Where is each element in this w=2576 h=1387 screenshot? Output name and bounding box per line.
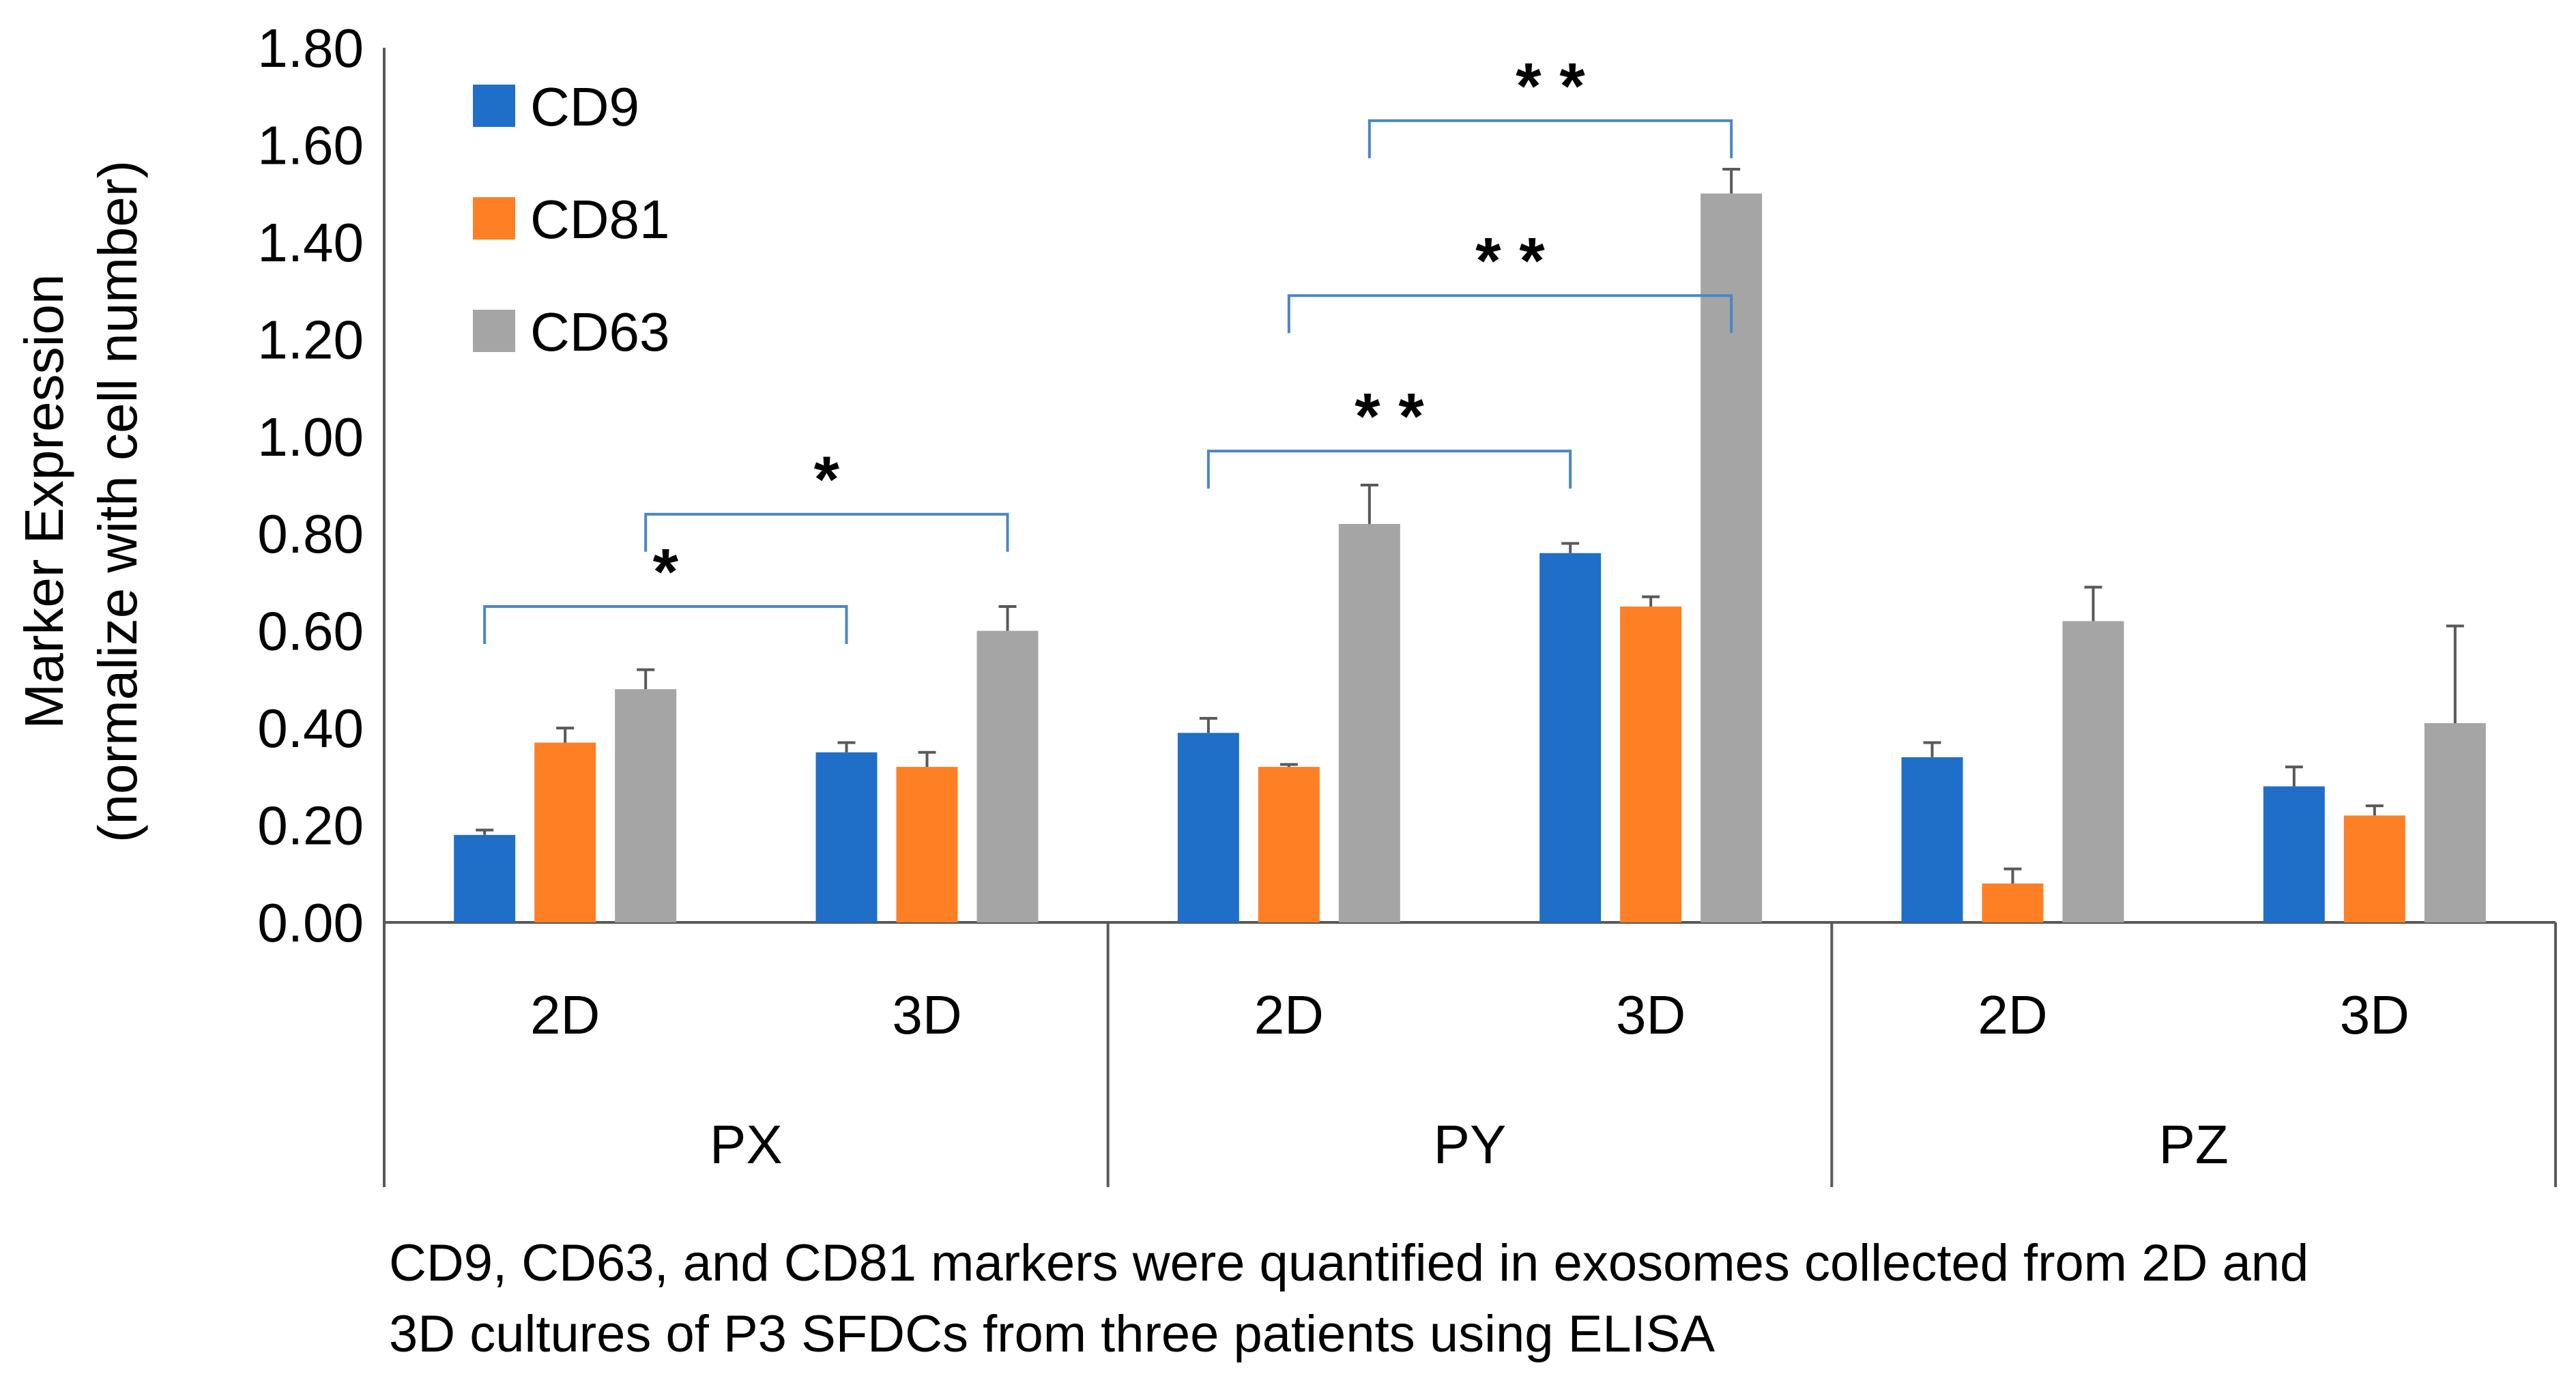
bar [815,752,878,922]
bar [1258,767,1320,922]
significance-bracket [644,512,1009,552]
y-axis-title: Marker Expression (normalize with cell n… [14,160,148,843]
y-tick-label: 0.00 [257,892,364,953]
figure-caption: CD9, CD63, and CD81 markers were quantif… [389,1228,2559,1370]
bar [534,742,596,922]
x-category-label: 3D [1616,984,1685,1045]
bars [454,168,2486,923]
bar [896,767,958,922]
x-category-label: 2D [530,984,600,1045]
bar [615,689,677,922]
caption-line-2: 3D cultures of P3 SFDCs from three patie… [389,1305,1716,1363]
bar [976,630,1039,922]
significance-label: * * [1475,224,1545,297]
bar [2062,621,2124,922]
significance-bracket [1206,450,1572,489]
legend-label: CD9 [530,76,639,137]
bar [2343,815,2405,922]
y-axis: 0.00 0.20 0.40 0.60 0.80 1.00 1.20 1.40 1.60 1.80 [257,18,386,1187]
y-tick-label: 1.60 [257,115,364,175]
bar [2424,722,2486,922]
legend-swatch [473,197,515,239]
caption-line-1: CD9, CD63, and CD81 markers were quantif… [389,1234,2309,1292]
y-tick-label: 0.80 [257,503,364,564]
legend-swatch [473,85,515,127]
y-tick-label: 1.80 [257,18,364,78]
bar [2263,786,2325,922]
significance-bracket [1287,294,1733,334]
y-tick-label: 1.40 [257,212,364,273]
significance-bracket [483,605,848,645]
significance-bracket [1367,119,1733,158]
legend-swatch [473,310,515,352]
significance-label: * * [1355,380,1424,453]
bar [1620,607,1682,922]
bar [1901,757,1963,922]
x-category-label: 3D [892,984,961,1045]
y-tick-label: 0.40 [257,698,364,759]
y-tick-label: 0.60 [257,601,364,662]
significance-label: * [653,536,679,609]
y-tick-label: 1.20 [257,309,364,370]
bar [1982,884,2044,922]
x-group-label: PX [710,1114,783,1175]
y-tick-label: 1.00 [257,407,364,467]
x-category-label: 3D [2340,984,2409,1045]
y-axis-label: Marker Expression [14,274,74,729]
bar [1539,553,1602,922]
legend-label: CD63 [530,302,670,362]
x-category-label: 2D [1978,984,2047,1045]
significance-label: * [814,443,840,516]
significance-label: * * [1516,50,1585,123]
x-group-label: PY [1434,1114,1507,1175]
x-group-label: PZ [2159,1114,2229,1175]
y-tick-label: 0.20 [257,795,364,856]
bar [454,834,516,922]
y-axis-sublabel: (normalize with cell number) [87,160,148,843]
significance-brackets: * * * * * * * * [483,50,1733,645]
x-category-label: 2D [1254,984,1324,1045]
bar [1338,523,1400,922]
x-axis: 2D 3D PX 2D 3D PY 2D 3D PZ [383,921,2557,1187]
legend: CD9 CD81 CD63 [473,76,670,362]
legend-label: CD81 [530,189,670,250]
bar [1177,733,1239,922]
